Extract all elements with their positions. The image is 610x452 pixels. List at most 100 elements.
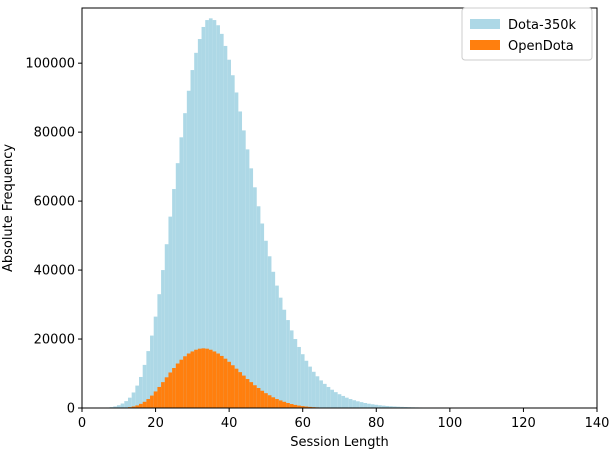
bar-dota-350k-64 <box>315 376 320 408</box>
bar-dota-350k-17 <box>142 364 147 408</box>
bar-dota-350k-44 <box>242 130 246 408</box>
bar-dota-350k-11 <box>120 403 125 408</box>
bar-dota-350k-52 <box>271 271 276 408</box>
x-tick-label: 0 <box>78 416 86 431</box>
bar-opendota-14 <box>131 406 136 408</box>
bar-dota-350k-54 <box>278 297 283 408</box>
bar-dota-350k-37 <box>216 25 220 409</box>
y-tick-label: 0 <box>67 402 75 417</box>
bar-opendota-27 <box>179 359 184 408</box>
bar-opendota-17 <box>142 401 147 408</box>
bar-opendota-49 <box>260 390 265 408</box>
bar-dota-350k-61 <box>304 360 309 408</box>
bar-opendota-19 <box>150 395 154 408</box>
bar-dota-350k-48 <box>256 206 261 408</box>
plot-frame <box>81 7 598 409</box>
bar-dota-350k-10 <box>116 405 121 408</box>
bar-dota-350k-51 <box>267 256 272 408</box>
bar-dota-350k-25 <box>172 189 176 408</box>
x-tick-label: 40 <box>221 416 238 431</box>
bar-opendota-45 <box>245 379 250 408</box>
bar-dota-350k-69 <box>333 392 338 408</box>
bar-dota-350k-82 <box>381 405 386 408</box>
bar-dota-350k-79 <box>370 404 375 408</box>
y-tick-label: 80000 <box>34 126 75 141</box>
series-dota-350k-bars <box>105 18 544 409</box>
bar-dota-350k-71 <box>341 395 346 408</box>
bar-opendota-52 <box>271 397 276 408</box>
bar-dota-350k-38 <box>219 33 224 409</box>
y-axis-label: Absolute Frequency <box>1 144 16 272</box>
x-axis: 0 20 40 60 80 100 120 140 <box>78 408 610 431</box>
bar-dota-350k-60 <box>300 354 305 408</box>
bar-opendota-18 <box>146 399 151 408</box>
x-tick-label: 100 <box>437 416 462 431</box>
bar-opendota-57 <box>289 404 294 408</box>
bar-dota-350k-56 <box>286 320 290 408</box>
bar-opendota-50 <box>264 393 268 408</box>
bar-dota-350k-13 <box>127 397 132 408</box>
legend-swatch-opendota <box>470 40 500 50</box>
bar-opendota-61 <box>304 406 309 408</box>
bar-dota-350k-65 <box>319 380 323 408</box>
bar-dota-350k-63 <box>311 371 316 408</box>
bar-opendota-20 <box>153 391 158 408</box>
bar-dota-350k-20 <box>153 316 158 408</box>
bar-opendota-48 <box>256 388 261 408</box>
bar-dota-350k-41 <box>230 75 235 409</box>
bar-dota-350k-28 <box>183 113 187 409</box>
bar-opendota-51 <box>267 395 272 408</box>
x-tick-label: 140 <box>585 416 610 431</box>
y-axis: 0 20000 40000 60000 80000 100000 <box>25 57 82 417</box>
bar-dota-350k-55 <box>282 309 287 408</box>
bar-dota-350k-47 <box>253 187 257 408</box>
bar-dota-350k-62 <box>308 366 312 408</box>
bar-opendota-36 <box>212 351 217 408</box>
bar-dota-350k-19 <box>150 335 154 408</box>
bar-opendota-43 <box>238 372 243 408</box>
bar-opendota-40 <box>227 361 231 408</box>
bar-opendota-44 <box>242 375 246 408</box>
y-tick-label: 20000 <box>34 333 75 348</box>
bar-opendota-26 <box>175 363 180 408</box>
bar-opendota-53 <box>275 399 279 408</box>
bar-dota-350k-67 <box>326 386 331 408</box>
bar-dota-350k-23 <box>164 244 169 408</box>
bar-dota-350k-39 <box>223 45 228 409</box>
bar-dota-350k-76 <box>359 402 364 408</box>
bar-dota-350k-58 <box>293 339 298 408</box>
y-tick-label: 40000 <box>34 264 75 279</box>
bar-dota-350k-33 <box>201 26 206 408</box>
bar-opendota-28 <box>183 356 187 408</box>
bar-dota-350k-31 <box>194 52 198 408</box>
bar-dota-350k-29 <box>186 90 191 408</box>
bar-opendota-33 <box>201 348 206 408</box>
bar-dota-350k-15 <box>135 385 140 408</box>
bar-dota-350k-78 <box>367 403 371 408</box>
bar-opendota-47 <box>253 385 257 408</box>
bar-opendota-41 <box>230 365 235 408</box>
bar-dota-350k-24 <box>168 216 173 408</box>
bar-dota-350k-34 <box>205 20 209 408</box>
bar-dota-350k-21 <box>157 294 162 408</box>
bar-dota-350k-26 <box>175 163 180 408</box>
legend: Dota-350k OpenDota <box>461 7 593 61</box>
x-tick-label: 120 <box>511 416 536 431</box>
bar-opendota-22 <box>161 382 165 408</box>
bar-opendota-15 <box>135 405 140 408</box>
bar-opendota-35 <box>208 349 213 408</box>
bar-opendota-56 <box>286 403 290 408</box>
bar-opendota-31 <box>194 349 198 408</box>
bar-opendota-29 <box>186 353 191 408</box>
legend-label-dota-350k: Dota-350k <box>508 18 577 33</box>
bar-opendota-21 <box>157 386 162 408</box>
bar-opendota-46 <box>249 382 254 408</box>
bar-opendota-60 <box>300 406 305 408</box>
bar-dota-350k-32 <box>197 39 202 408</box>
bar-dota-350k-80 <box>374 404 379 408</box>
bar-opendota-59 <box>297 405 301 408</box>
bar-dota-350k-70 <box>337 394 342 408</box>
bar-dota-350k-73 <box>348 399 353 408</box>
bar-opendota-54 <box>278 400 283 408</box>
